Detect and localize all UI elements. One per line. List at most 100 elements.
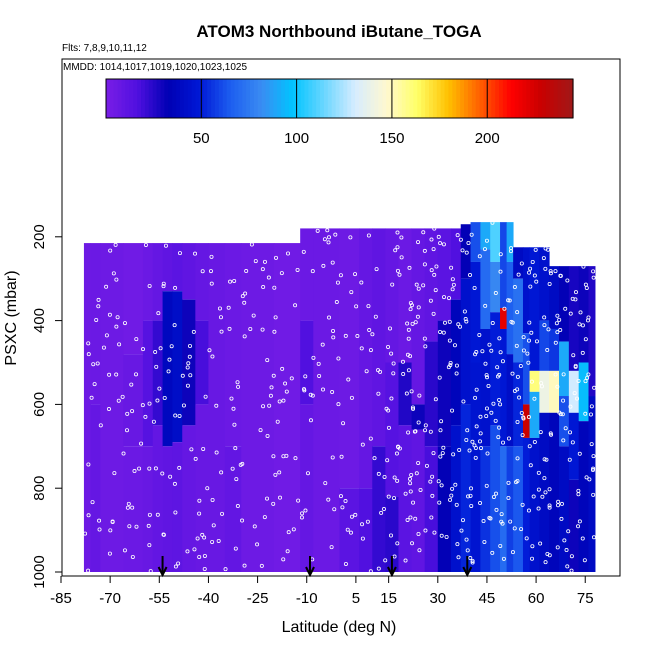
- x-tick-label: 45: [479, 590, 496, 607]
- sample-point: [490, 550, 495, 555]
- sample-point: [90, 500, 95, 505]
- sample-point: [251, 313, 256, 318]
- colorbar-tick-label: 200: [475, 130, 500, 147]
- sample-point: [386, 408, 391, 413]
- sample-point: [137, 466, 142, 471]
- sample-point: [97, 527, 102, 532]
- sample-point: [386, 425, 391, 430]
- heatmap-cell: [578, 266, 589, 363]
- sample-point: [510, 320, 515, 325]
- sample-point: [147, 283, 152, 288]
- sample-point: [158, 346, 163, 351]
- sample-point: [310, 393, 315, 398]
- heatmap-cell: [549, 370, 560, 413]
- sample-point: [368, 436, 373, 441]
- sample-point: [139, 441, 144, 446]
- sample-point: [576, 378, 581, 383]
- sample-point: [555, 330, 560, 335]
- colorbar-strip: [269, 79, 274, 118]
- heatmap-cell: [152, 243, 163, 321]
- x-axis-label: Latitude (deg N): [282, 619, 397, 636]
- sample-point: [557, 317, 562, 322]
- sample-point: [177, 413, 182, 418]
- sample-point: [205, 486, 210, 491]
- sample-point: [498, 269, 503, 274]
- sample-point: [524, 536, 529, 541]
- sample-point: [376, 471, 381, 476]
- sample-point: [515, 456, 520, 461]
- colorbar-strip: [506, 79, 512, 118]
- sample-point: [390, 282, 395, 287]
- heatmap-cell: [578, 362, 589, 422]
- flights-label: Flts: 7,8,9,10,11,12: [62, 43, 147, 54]
- heatmap-cell: [522, 247, 530, 334]
- sample-point: [200, 532, 205, 537]
- sample-point: [536, 506, 541, 511]
- sample-point: [101, 345, 106, 350]
- sample-point: [403, 491, 408, 496]
- sample-point: [463, 317, 468, 322]
- sample-point: [526, 415, 531, 420]
- sample-point: [140, 347, 145, 352]
- sample-point: [553, 269, 558, 274]
- sample-point: [568, 430, 573, 435]
- sample-point: [584, 475, 589, 480]
- sample-point: [459, 528, 464, 533]
- sample-point: [376, 368, 381, 373]
- sample-point: [321, 387, 326, 392]
- sample-point: [589, 442, 594, 447]
- sample-point: [454, 363, 459, 368]
- colorbar-strip: [323, 79, 329, 118]
- colorbar-frame: [105, 78, 574, 119]
- sample-point: [408, 481, 413, 486]
- sample-point: [293, 456, 298, 461]
- colorbar-strip: [362, 79, 368, 118]
- sample-point: [89, 395, 94, 400]
- sample-point: [482, 247, 487, 252]
- colorbar-strip: [273, 79, 278, 118]
- sample-point: [561, 438, 566, 443]
- sample-point: [181, 403, 186, 408]
- sample-point: [529, 330, 534, 335]
- sample-point: [308, 418, 313, 423]
- heatmap-cell: [195, 243, 209, 321]
- colorbar-strip: [417, 79, 422, 118]
- sample-point: [470, 439, 475, 444]
- sample-point: [530, 544, 535, 549]
- sample-point: [303, 508, 308, 513]
- sample-point: [220, 511, 225, 516]
- sample-point: [265, 496, 270, 501]
- sample-point: [265, 358, 270, 363]
- sample-point: [584, 285, 589, 290]
- sample-point: [107, 372, 112, 377]
- sample-point: [121, 451, 126, 456]
- sample-point: [405, 321, 410, 326]
- sample-point: [457, 447, 462, 452]
- sample-point: [527, 320, 532, 325]
- sample-point: [249, 242, 254, 247]
- colorbar-strip: [117, 79, 123, 118]
- sample-point: [394, 451, 399, 456]
- sample-point: [147, 512, 152, 517]
- sample-point: [176, 561, 181, 566]
- sample-point: [448, 497, 453, 502]
- sample-point: [422, 262, 427, 267]
- sample-point: [311, 355, 316, 360]
- sample-point: [160, 471, 165, 476]
- sample-point: [546, 327, 551, 332]
- colorbar-strip: [502, 79, 508, 118]
- sample-point: [289, 376, 294, 381]
- sample-point: [404, 391, 409, 396]
- sample-point: [322, 237, 327, 242]
- sample-point: [461, 399, 466, 404]
- colorbar-strip: [246, 79, 251, 118]
- colorbar-strip: [222, 79, 228, 118]
- sample-point: [438, 454, 443, 459]
- sample-point: [151, 419, 156, 424]
- colorbar-strip: [413, 79, 418, 118]
- sample-point: [106, 407, 111, 412]
- heatmap-cell: [559, 266, 570, 342]
- sample-point: [302, 387, 307, 392]
- sample-point: [501, 556, 506, 561]
- sample-point: [488, 516, 493, 521]
